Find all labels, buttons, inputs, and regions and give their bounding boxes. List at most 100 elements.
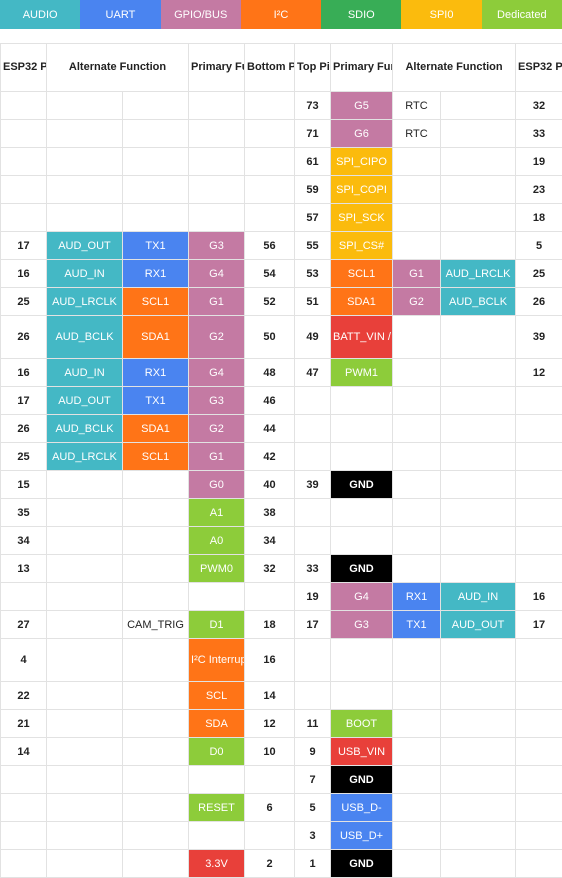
cell-bottom-pin: 54 xyxy=(245,260,295,288)
cell-primary-function-right: PWM1 xyxy=(331,359,393,387)
cell-alt-function-right-1: G2 xyxy=(393,288,441,316)
cell-esp32-pin-left xyxy=(1,822,47,850)
cell-alt-function-left-1 xyxy=(47,176,123,204)
cell-alt-function-right-1 xyxy=(393,555,441,583)
cell-esp32-pin-left: 16 xyxy=(1,260,47,288)
cell-primary-function-right xyxy=(331,443,393,471)
cell-primary-function-right: G4 xyxy=(331,583,393,611)
cell-alt-function-right-1: G1 xyxy=(393,260,441,288)
cell-top-pin: 71 xyxy=(295,120,331,148)
cell-alt-function-left-2: RX1 xyxy=(123,260,189,288)
cell-primary-function-left xyxy=(189,204,245,232)
cell-esp32-pin-left: 26 xyxy=(1,316,47,359)
cell-bottom-pin: 40 xyxy=(245,471,295,499)
cell-alt-function-right-1: RTC xyxy=(393,120,441,148)
cell-top-pin xyxy=(295,682,331,710)
cell-alt-function-left-2 xyxy=(123,555,189,583)
cell-esp32-pin-left: 25 xyxy=(1,288,47,316)
cell-esp32-pin-right: 39 xyxy=(516,316,562,359)
cell-alt-function-left-1: AUD_OUT xyxy=(47,232,123,260)
cell-esp32-pin-left: 15 xyxy=(1,471,47,499)
cell-esp32-pin-right: 12 xyxy=(516,359,562,387)
cell-alt-function-left-1 xyxy=(47,710,123,738)
cell-alt-function-right-2: AUD_IN xyxy=(441,583,516,611)
cell-alt-function-left-1 xyxy=(47,204,123,232)
cell-alt-function-left-1 xyxy=(47,850,123,878)
cell-bottom-pin: 2 xyxy=(245,850,295,878)
cell-primary-function-right xyxy=(331,639,393,682)
cell-alt-function-right-2 xyxy=(441,232,516,260)
cell-bottom-pin xyxy=(245,204,295,232)
cell-esp32-pin-right: 5 xyxy=(516,232,562,260)
cell-alt-function-right-2: AUD_BCLK xyxy=(441,288,516,316)
cell-bottom-pin xyxy=(245,766,295,794)
cell-esp32-pin-left: 22 xyxy=(1,682,47,710)
cell-alt-function-left-1 xyxy=(47,92,123,120)
cell-alt-function-right-2 xyxy=(441,794,516,822)
cell-alt-function-right-2 xyxy=(441,527,516,555)
cell-esp32-pin-left xyxy=(1,92,47,120)
cell-bottom-pin: 52 xyxy=(245,288,295,316)
cell-alt-function-right-2 xyxy=(441,359,516,387)
cell-primary-function-left: A0 xyxy=(189,527,245,555)
cell-primary-function-left: G0 xyxy=(189,471,245,499)
legend-item: Dedicated xyxy=(482,0,562,29)
cell-primary-function-left: G1 xyxy=(189,443,245,471)
cell-primary-function-right: G3 xyxy=(331,611,393,639)
cell-alt-function-right-2 xyxy=(441,316,516,359)
cell-alt-function-right-2 xyxy=(441,415,516,443)
cell-bottom-pin: 14 xyxy=(245,682,295,710)
cell-alt-function-right-1 xyxy=(393,499,441,527)
cell-alt-function-left-2: SCL1 xyxy=(123,288,189,316)
cell-esp32-pin-right: 33 xyxy=(516,120,562,148)
cell-bottom-pin xyxy=(245,583,295,611)
cell-primary-function-right: GND xyxy=(331,471,393,499)
cell-alt-function-right-2 xyxy=(441,204,516,232)
cell-esp32-pin-left: 34 xyxy=(1,527,47,555)
cell-alt-function-left-2 xyxy=(123,766,189,794)
cell-alt-function-left-2 xyxy=(123,738,189,766)
cell-bottom-pin: 12 xyxy=(245,710,295,738)
cell-alt-function-right-2 xyxy=(441,738,516,766)
cell-esp32-pin-left: 35 xyxy=(1,499,47,527)
cell-primary-function-right: SCL1 xyxy=(331,260,393,288)
cell-bottom-pin: 42 xyxy=(245,443,295,471)
cell-esp32-pin-right xyxy=(516,443,562,471)
cell-esp32-pin-left xyxy=(1,583,47,611)
cell-top-pin: 55 xyxy=(295,232,331,260)
cell-top-pin xyxy=(295,639,331,682)
header-esp32-pin-right: ESP32 Pin xyxy=(516,44,562,92)
cell-alt-function-left-1 xyxy=(47,766,123,794)
cell-esp32-pin-left: 27 xyxy=(1,611,47,639)
cell-top-pin xyxy=(295,527,331,555)
cell-alt-function-left-2 xyxy=(123,850,189,878)
cell-alt-function-left-1 xyxy=(47,682,123,710)
cell-alt-function-right-1 xyxy=(393,232,441,260)
cell-alt-function-right-2: AUD_OUT xyxy=(441,611,516,639)
cell-primary-function-left: G2 xyxy=(189,415,245,443)
cell-alt-function-left-2: TX1 xyxy=(123,387,189,415)
legend-item: UART xyxy=(80,0,160,29)
cell-esp32-pin-right xyxy=(516,682,562,710)
cell-bottom-pin: 16 xyxy=(245,639,295,682)
cell-alt-function-left-1 xyxy=(47,555,123,583)
cell-alt-function-right-2 xyxy=(441,822,516,850)
cell-alt-function-right-1 xyxy=(393,387,441,415)
cell-alt-function-left-2 xyxy=(123,148,189,176)
header-alternate-function-right: Alternate Function xyxy=(393,44,516,92)
cell-alt-function-left-1: AUD_LRCLK xyxy=(47,443,123,471)
cell-bottom-pin: 32 xyxy=(245,555,295,583)
cell-esp32-pin-right: 17 xyxy=(516,611,562,639)
cell-bottom-pin: 56 xyxy=(245,232,295,260)
cell-alt-function-left-2 xyxy=(123,710,189,738)
cell-primary-function-right: USB_D- xyxy=(331,794,393,822)
cell-primary-function-left: G3 xyxy=(189,387,245,415)
cell-top-pin: 51 xyxy=(295,288,331,316)
cell-primary-function-right: USB_VIN xyxy=(331,738,393,766)
